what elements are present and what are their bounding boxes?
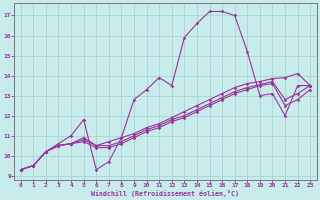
X-axis label: Windchill (Refroidissement éolien,°C): Windchill (Refroidissement éolien,°C) <box>92 190 239 197</box>
